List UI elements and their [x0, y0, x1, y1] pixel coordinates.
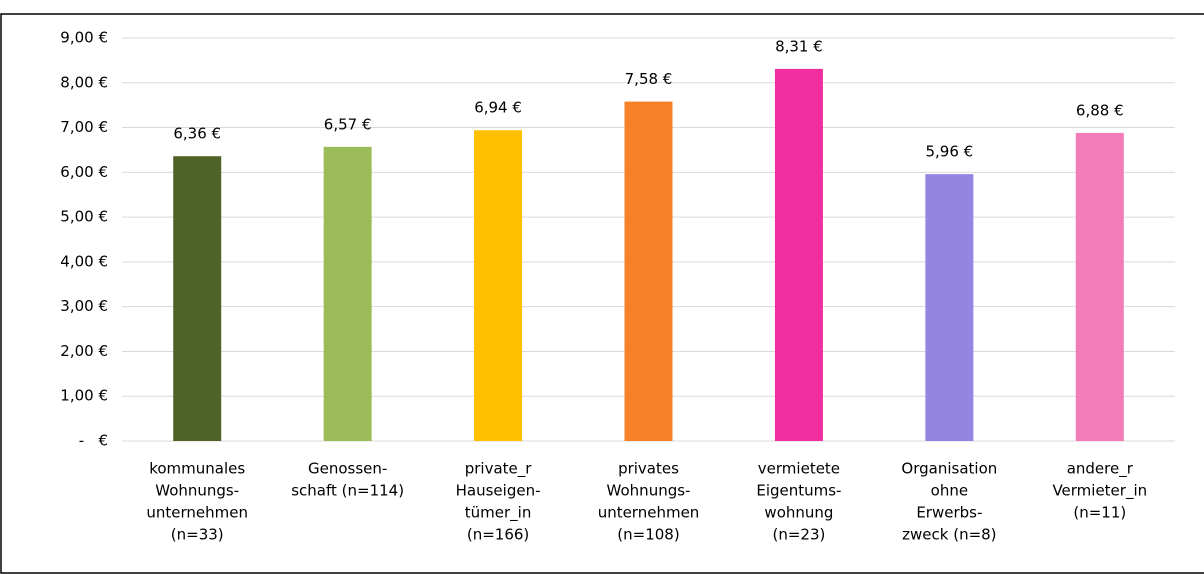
data-label: 7,58 €: [625, 70, 673, 88]
data-label: 6,94 €: [474, 99, 522, 117]
y-tick-label: 3,00 €: [60, 297, 108, 315]
chart-frame: [0, 13, 1204, 574]
x-tick-label: schaft (n=114): [291, 482, 404, 500]
x-tick-label: wohnung: [764, 504, 833, 522]
x-tick-label: kommunales: [149, 460, 245, 478]
x-tick-label: Eigentums-: [756, 482, 841, 500]
y-tick-label: 2,00 €: [60, 342, 108, 360]
x-tick-label: Wohnungs-: [155, 482, 239, 500]
x-tick-label: vermietete: [758, 460, 840, 478]
y-tick-label: 5,00 €: [60, 208, 108, 226]
x-tick-label: Erwerbs-: [916, 504, 982, 522]
x-tick-label: Organisation: [901, 460, 997, 478]
data-label: 6,36 €: [173, 125, 221, 143]
x-tick-label: Wohnungs-: [607, 482, 691, 500]
y-tick-label: 1,00 €: [60, 387, 108, 405]
y-tick-label: 9,00 €: [60, 29, 108, 47]
data-label: 5,96 €: [925, 143, 973, 161]
bar: [1075, 132, 1124, 441]
bar: [774, 68, 823, 441]
data-label: 6,57 €: [324, 115, 372, 133]
bar: [474, 130, 523, 441]
x-tick-label: andere_r: [1067, 460, 1134, 479]
y-tick-label: 7,00 €: [60, 118, 108, 136]
data-label: 8,31 €: [775, 37, 823, 55]
bar: [173, 156, 222, 442]
y-tick-label: - €: [79, 432, 108, 450]
x-tick-label: tümer_in: [465, 504, 532, 523]
x-tick-label: zweck (n=8): [902, 526, 996, 544]
x-tick-label: (n=33): [171, 526, 224, 544]
x-tick-label: (n=23): [772, 526, 825, 544]
bar: [323, 146, 372, 441]
data-label: 6,88 €: [1076, 101, 1124, 119]
x-tick-label: (n=11): [1073, 504, 1126, 522]
x-tick-label: (n=166): [467, 526, 529, 544]
x-tick-label: private_r: [465, 460, 533, 479]
bar: [624, 101, 673, 441]
x-tick-label: unternehmen: [146, 504, 248, 522]
bar: [925, 174, 974, 441]
y-tick-label: 8,00 €: [60, 73, 108, 91]
x-tick-label: privates: [618, 460, 679, 478]
x-tick-label: (n=108): [617, 526, 679, 544]
x-tick-label: Genossen-: [308, 460, 387, 478]
y-tick-label: 6,00 €: [60, 163, 108, 181]
x-tick-label: Hauseigen-: [456, 482, 541, 500]
x-tick-label: unternehmen: [598, 504, 700, 522]
x-tick-label: Vermieter_in: [1052, 482, 1147, 501]
x-tick-label: ohne: [931, 482, 968, 500]
y-tick-label: 4,00 €: [60, 252, 108, 270]
